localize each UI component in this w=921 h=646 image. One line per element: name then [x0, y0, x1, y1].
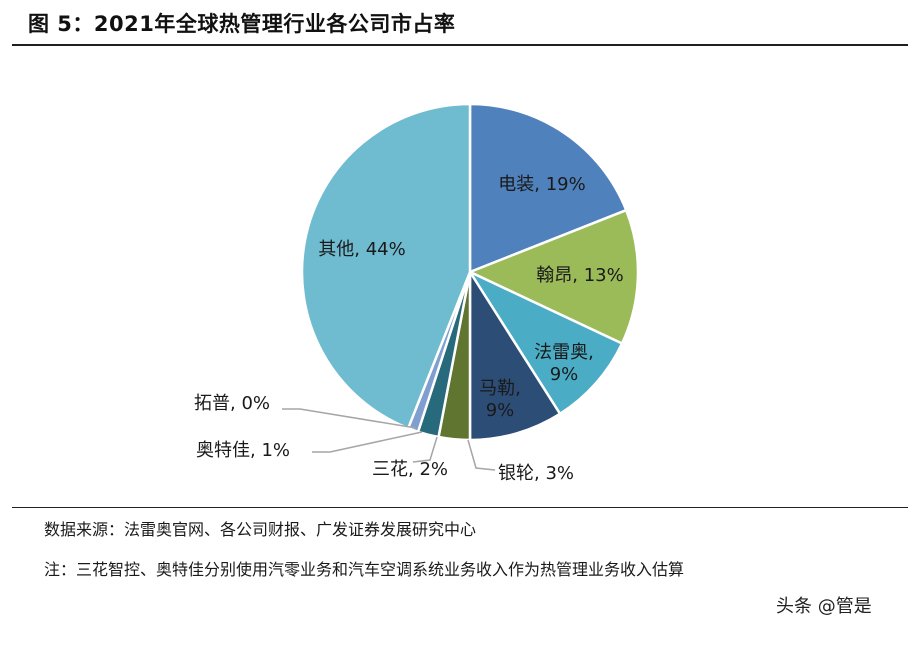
leader-line-6	[412, 436, 438, 463]
leader-line-7	[312, 431, 423, 453]
slice-label-6: 三花, 2%	[372, 459, 448, 480]
footer-divider	[12, 507, 908, 508]
slice-label-5: 银轮, 3%	[498, 463, 574, 484]
chart-title: 图 5：2021年全球热管理行业各公司市占率	[28, 12, 456, 36]
pie-slice-2	[466, 208, 640, 346]
slice-label-3: 法雷奥, 9%	[534, 342, 594, 385]
title-bar: 图 5：2021年全球热管理行业各公司市占率	[12, 0, 908, 46]
slice-label-7: 奥特佳, 1%	[196, 440, 290, 461]
pie-slice-9	[300, 102, 472, 430]
pie-slice-4	[468, 267, 562, 442]
leader-line-8	[282, 408, 417, 429]
footnote: 注：三花智控、奥特佳分别使用汽零业务和汽车空调系统业务收入作为热管理业务收入估算	[44, 560, 685, 579]
pie-slice-1	[468, 102, 628, 274]
slice-label-2: 翰昂, 13%	[536, 265, 623, 286]
data-source: 数据来源：法雷奥官网、各公司财报、广发证券发展研究中心	[44, 520, 477, 539]
slice-label-8: 拓普, 0%	[194, 393, 270, 414]
pie-slice-3	[466, 269, 624, 416]
watermark: 头条 @管是	[776, 592, 912, 630]
slice-label-9: 其他, 44%	[318, 239, 405, 260]
watermark-text: 头条 @管是	[776, 596, 872, 617]
slice-label-4: 马勒, 9%	[479, 378, 521, 421]
leader-line-5	[467, 439, 496, 471]
pie-chart: 电装, 19% 翰昂, 13% 法雷奥, 9% 马勒, 9% 银轮, 3% 三花, 2% 奥特佳…	[194, 102, 640, 484]
slice-label-1: 电装, 19%	[498, 174, 585, 195]
